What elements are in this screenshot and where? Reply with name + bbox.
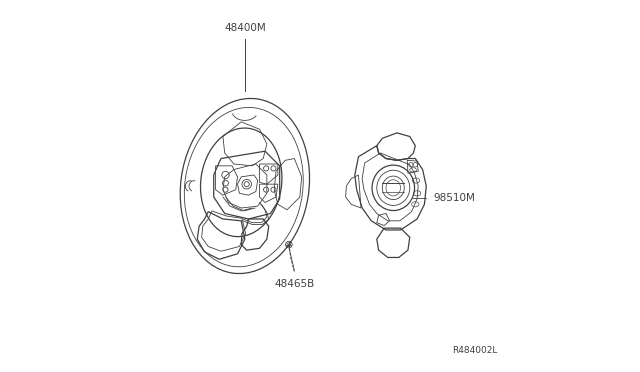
- Text: R484002L: R484002L: [452, 346, 498, 355]
- Text: 98510M: 98510M: [433, 193, 476, 203]
- Text: 48400M: 48400M: [224, 23, 266, 33]
- Text: 48465B: 48465B: [274, 279, 314, 289]
